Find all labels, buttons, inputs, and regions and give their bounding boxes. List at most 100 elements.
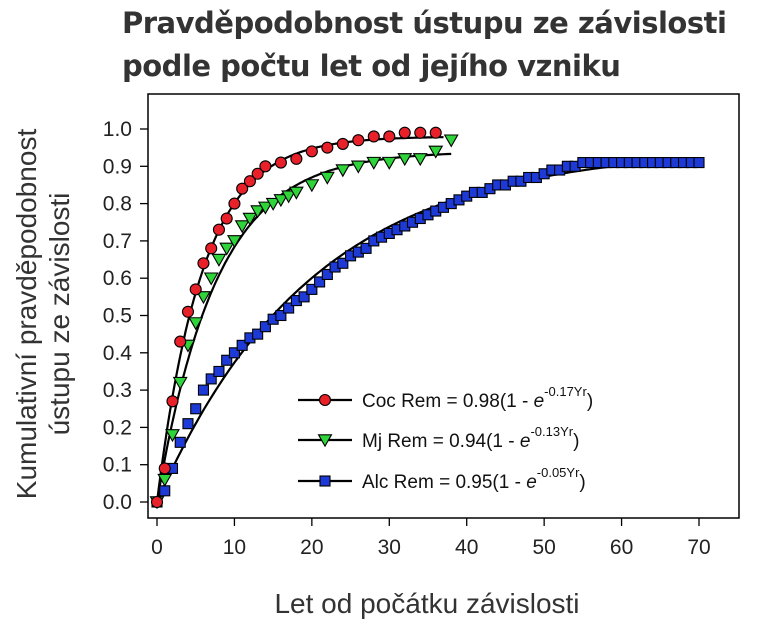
data-point-coc bbox=[398, 126, 411, 139]
data-point-coc bbox=[336, 137, 349, 150]
chart-title: Pravděpodobnost ústupu ze závislosti pod… bbox=[122, 2, 782, 88]
y-axis-label-line-1: Kumulativní pravděpodobnost bbox=[11, 129, 42, 500]
data-point-mj bbox=[219, 242, 235, 256]
data-point-coc bbox=[158, 462, 171, 475]
legend-entry-coc: Coc Rem = 0.98(1 - e-0.17Yr) bbox=[298, 384, 593, 412]
data-point-mj bbox=[234, 220, 250, 234]
data-points bbox=[149, 126, 705, 510]
data-point-alc bbox=[236, 339, 248, 351]
data-point-mj bbox=[288, 186, 304, 200]
data-point-coc bbox=[274, 156, 287, 169]
data-point-coc bbox=[352, 134, 365, 147]
y-tick-label: 0.5 bbox=[103, 305, 132, 328]
legend-marker-coc bbox=[318, 393, 332, 407]
y-tick-label: 0.7 bbox=[103, 230, 132, 253]
data-point-mj bbox=[281, 190, 297, 204]
data-point-alc bbox=[275, 309, 287, 322]
data-point-mj bbox=[366, 156, 382, 170]
legend-label-mj: Mj Rem = 0.94(1 - e-0.13Yr) bbox=[362, 424, 579, 452]
series-mj bbox=[149, 134, 459, 510]
data-point-alc bbox=[693, 157, 705, 169]
data-point-mj bbox=[350, 160, 366, 174]
x-tick-label: 30 bbox=[378, 536, 401, 559]
data-point-coc bbox=[189, 283, 202, 296]
data-point-alc bbox=[298, 291, 310, 303]
data-point-coc bbox=[290, 152, 303, 165]
data-point-mj bbox=[397, 153, 413, 167]
legend-formula-main: Mj Rem = 0.94(1 - bbox=[362, 431, 520, 452]
x-tick-label: 10 bbox=[223, 536, 246, 559]
data-point-alc bbox=[190, 403, 202, 415]
plot-frame bbox=[147, 93, 740, 519]
legend-label-coc: Coc Rem = 0.98(1 - e-0.17Yr) bbox=[362, 384, 593, 412]
data-point-coc bbox=[383, 130, 396, 143]
data-point-coc bbox=[181, 305, 195, 318]
data-point-mj bbox=[257, 201, 273, 215]
data-point-mj bbox=[188, 317, 204, 331]
legend-formula-exponent: -0.13Yr bbox=[530, 424, 573, 439]
legend-formula-close: ) bbox=[579, 472, 585, 493]
data-point-mj bbox=[265, 197, 281, 211]
legend-formula-main: Coc Rem = 0.98(1 - bbox=[362, 391, 534, 412]
data-point-alc bbox=[182, 418, 194, 430]
axes bbox=[147, 93, 740, 519]
axis-ticks: 0 10 20 30 40 50 60 70 0.0 0.1 0.2 0.3 0.4 0.5 0.6 0.7 0… bbox=[103, 118, 711, 559]
data-point-coc bbox=[367, 130, 380, 143]
data-point-mj bbox=[211, 253, 227, 267]
data-point-alc bbox=[321, 268, 333, 281]
chart-title-line-2: podle počtu let od jejího vzniku bbox=[122, 49, 621, 83]
legend-formula-exponent: -0.05Yr bbox=[537, 465, 580, 480]
x-tick-label: 70 bbox=[687, 536, 710, 559]
legend-formula-close: ) bbox=[587, 391, 593, 412]
legend-marker-mj bbox=[317, 434, 333, 448]
data-point-coc bbox=[150, 495, 164, 509]
legend-entry-mj: Mj Rem = 0.94(1 - e-0.13Yr) bbox=[298, 424, 579, 452]
x-tick-label: 50 bbox=[532, 536, 555, 559]
data-point-alc bbox=[283, 302, 295, 314]
data-point-alc bbox=[213, 365, 225, 378]
y-tick-label: 0.3 bbox=[103, 379, 132, 402]
legend-formula-e: e bbox=[520, 431, 531, 452]
data-point-alc bbox=[228, 347, 240, 359]
data-point-coc bbox=[321, 141, 334, 154]
data-point-mj bbox=[428, 145, 444, 159]
x-axis-label: Let od počátku závislosti bbox=[274, 588, 579, 619]
legend: Coc Rem = 0.98(1 - e-0.17Yr)Mj Rem = 0.9… bbox=[298, 384, 593, 493]
series-coc bbox=[150, 126, 442, 509]
data-point-alc bbox=[159, 485, 171, 497]
data-point-alc bbox=[259, 321, 271, 333]
y-tick-label: 0.9 bbox=[103, 155, 132, 178]
legend-formula-main: Alc Rem = 0.95(1 - bbox=[362, 472, 526, 493]
data-point-alc bbox=[337, 257, 349, 269]
data-point-mj bbox=[196, 291, 211, 305]
data-point-coc bbox=[212, 223, 225, 236]
data-point-coc bbox=[236, 182, 249, 195]
data-point-mj bbox=[443, 134, 459, 148]
data-point-alc bbox=[360, 242, 372, 254]
data-point-alc bbox=[174, 436, 186, 448]
data-point-mj bbox=[381, 156, 397, 170]
data-point-coc bbox=[305, 145, 318, 158]
data-point-mj bbox=[273, 194, 289, 208]
y-tick-label: 1.0 bbox=[103, 118, 132, 141]
y-tick-label: 0.6 bbox=[103, 267, 132, 290]
y-tick-label: 0.8 bbox=[103, 193, 132, 216]
y-tick-label: 0.0 bbox=[103, 491, 132, 514]
data-point-mj bbox=[226, 235, 242, 249]
y-tick-label: 0.2 bbox=[103, 416, 132, 439]
data-point-mj bbox=[242, 212, 258, 226]
data-point-coc bbox=[259, 160, 272, 173]
data-point-mj bbox=[172, 376, 188, 390]
data-point-alc bbox=[205, 373, 217, 385]
data-point-alc bbox=[252, 328, 264, 340]
data-point-coc bbox=[174, 335, 187, 348]
data-point-mj bbox=[165, 429, 180, 443]
data-point-coc bbox=[205, 242, 218, 255]
data-point-alc bbox=[314, 276, 326, 288]
x-tick-label: 60 bbox=[610, 536, 633, 559]
x-tick-label: 0 bbox=[151, 536, 163, 559]
data-point-alc bbox=[221, 354, 233, 366]
legend-formula-exponent: -0.17Yr bbox=[544, 384, 587, 399]
series-alc bbox=[151, 157, 705, 508]
